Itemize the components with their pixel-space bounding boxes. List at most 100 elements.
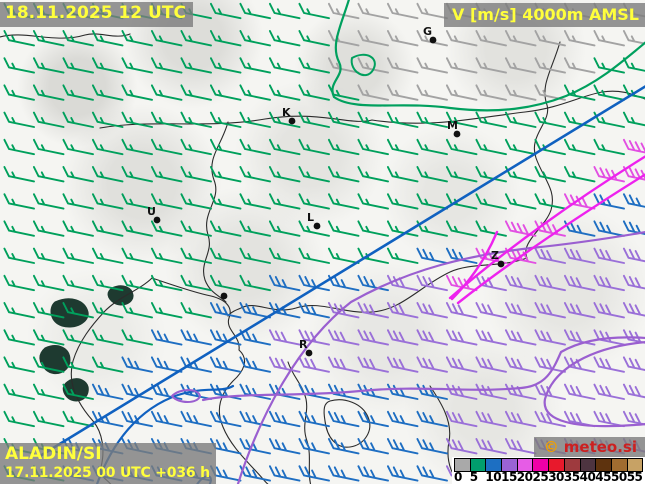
wind-barb <box>534 111 566 128</box>
cross-section-line <box>38 85 645 458</box>
wind-barb-glyph <box>209 111 242 128</box>
wind-barb-glyph <box>268 247 301 264</box>
wind-barb-glyph <box>563 138 596 156</box>
wind-barb-glyph <box>327 356 360 373</box>
wind-barb <box>622 193 645 208</box>
isotach-20 <box>450 230 499 301</box>
wind-barb-glyph <box>150 138 183 156</box>
wind-barb-glyph <box>298 111 330 128</box>
wind-barb <box>180 383 212 400</box>
wind-barb-glyph <box>593 274 625 292</box>
wind-barb-glyph <box>62 302 94 319</box>
wind-barb <box>180 302 212 319</box>
wind-barb <box>327 166 360 183</box>
wind-barb <box>357 274 389 292</box>
wind-barb-glyph <box>593 356 625 373</box>
wind-barb-glyph <box>475 84 507 101</box>
wind-barb <box>209 410 242 428</box>
wind-barb <box>3 111 35 128</box>
wind-barb-glyph <box>475 30 507 47</box>
country-border <box>151 277 269 484</box>
wind-barb-glyph <box>416 465 448 482</box>
wind-barb-glyph <box>298 465 330 482</box>
wind-barb-glyph <box>445 111 478 128</box>
wind-barb <box>62 138 94 156</box>
wind-barb <box>563 410 596 428</box>
wind-barb <box>593 356 625 373</box>
wind-barb-glyph <box>298 220 330 237</box>
wind-barb <box>357 166 389 183</box>
wind-barb <box>475 57 507 74</box>
wind-barb <box>416 356 448 373</box>
wind-barb <box>504 274 537 292</box>
wind-barb <box>32 138 65 156</box>
wind-barb-glyph <box>239 329 271 346</box>
wind-barb <box>3 166 35 183</box>
wind-barb <box>150 57 183 74</box>
wind-barb <box>622 274 645 290</box>
wind-barb-glyph <box>209 274 242 292</box>
wind-barb-glyph <box>150 383 183 400</box>
wind-barb <box>3 84 35 101</box>
wind-barb <box>209 247 242 264</box>
wind-barb <box>268 84 301 101</box>
wind-barb <box>386 438 419 455</box>
wind-barb <box>327 465 360 482</box>
wind-barb <box>239 383 271 400</box>
wind-barb <box>563 274 596 292</box>
wind-barb <box>622 383 645 399</box>
wind-barb <box>91 220 124 237</box>
wind-barb <box>445 57 478 74</box>
wind-barb <box>475 30 507 47</box>
wind-barb <box>386 57 419 74</box>
wind-barb <box>445 84 478 101</box>
wind-barb-glyph <box>239 356 271 373</box>
legend-color-cell <box>580 459 597 471</box>
wind-barb-glyph <box>3 220 35 237</box>
wind-barb <box>445 220 478 237</box>
wind-barb <box>91 84 124 101</box>
wind-barb <box>298 465 330 482</box>
wind-barb <box>386 383 419 400</box>
wind-barb <box>416 247 448 264</box>
wind-barb <box>298 111 330 128</box>
wind-barb-glyph <box>622 111 645 127</box>
wind-barb-glyph <box>32 302 65 319</box>
wind-barb <box>268 356 301 373</box>
wind-barb-glyph <box>150 410 183 428</box>
wind-barb <box>593 410 625 428</box>
wind-barb-glyph <box>91 111 124 128</box>
city-marker-U: U <box>147 205 161 224</box>
wind-barb-glyph <box>150 302 183 319</box>
wind-barb-glyph <box>268 302 301 319</box>
wind-barb-glyph <box>475 438 507 455</box>
wind-barb-glyph <box>386 329 419 346</box>
city-letter: G <box>423 25 432 38</box>
wind-barb <box>121 166 153 183</box>
wind-barb <box>180 329 212 346</box>
wind-barb-glyph <box>357 247 389 264</box>
wind-barb <box>3 138 35 156</box>
wind-barb <box>504 138 537 156</box>
wind-barb-glyph <box>504 356 537 373</box>
wind-barb-glyph <box>534 111 566 128</box>
wind-barb-glyph <box>357 138 389 156</box>
wind-barb <box>327 2 360 20</box>
wind-barb <box>180 57 212 74</box>
wind-barb <box>239 410 271 428</box>
wind-barb <box>180 220 212 237</box>
wind-barb <box>239 138 271 156</box>
wind-barb-glyph <box>386 166 419 183</box>
wind-barb-glyph <box>91 383 124 400</box>
wind-barb-glyph <box>327 438 360 455</box>
wind-barb-glyph <box>475 220 507 237</box>
wind-barb <box>504 302 537 319</box>
wind-barb <box>239 329 271 346</box>
wind-barb-glyph <box>32 138 65 156</box>
wind-barb <box>121 247 153 264</box>
wind-barb-glyph <box>32 356 65 373</box>
wind-barb-glyph <box>622 247 645 263</box>
wind-barb-glyph <box>504 274 537 292</box>
wind-barb <box>121 84 153 101</box>
legend-tick-label: 35 <box>563 470 580 484</box>
